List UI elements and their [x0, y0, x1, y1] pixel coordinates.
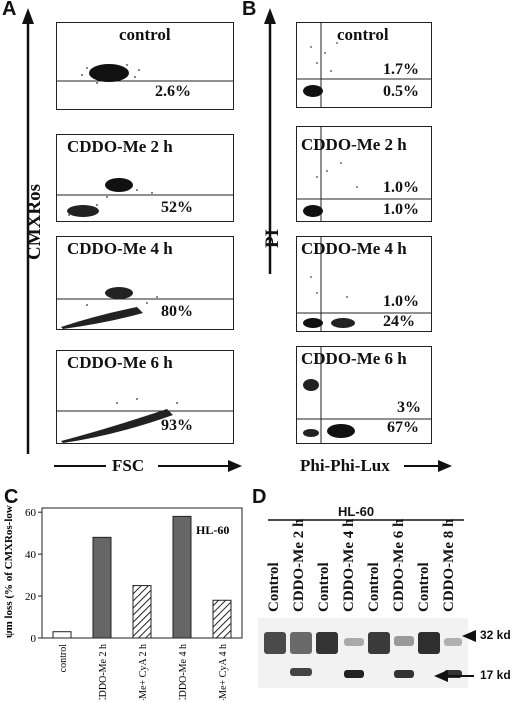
plot-percent: 2.6% — [155, 83, 191, 100]
arrow-17kd-icon — [434, 670, 474, 682]
panel-b-x-axis-label: Phi-Phi-Lux — [300, 456, 390, 475]
plot-lower-percent: 67% — [387, 419, 419, 436]
panel-b-plot-control-scatter — [297, 23, 431, 107]
plot-title: CDDO-Me 4 h — [67, 239, 173, 258]
panel-a-plot-6h: CDDO-Me 6 h 93% — [56, 350, 234, 444]
x-tick-label: CDDO-Me+ CyA 4 h — [218, 644, 229, 700]
chart-y-axis-label: ψm loss (% of CMXRos-low cells) — [3, 500, 15, 638]
plot-upper-percent: 1.7% — [383, 61, 419, 78]
panel-a-plot-control: control 2.6% — [56, 22, 234, 110]
panel-b-plot-6h-scatter — [297, 347, 431, 443]
panel-a-plot-4h-scatter — [57, 287, 233, 329]
plot-upper-percent: 3% — [397, 399, 421, 416]
plot-title: CDDO-Me 4 h — [301, 239, 407, 258]
bar — [92, 536, 112, 639]
bar — [132, 585, 152, 639]
plot-title: control — [337, 25, 389, 44]
panel-b-plot-4h: CDDO-Me 4 h 1.0% 24% — [296, 236, 432, 332]
plot-upper-percent: 1.0% — [383, 293, 419, 310]
panel-a-plot-control-scatter — [57, 64, 233, 84]
panel-a-x-axis-arrow — [54, 460, 242, 472]
plot-lower-percent: 0.5% — [383, 83, 419, 100]
panel-a-y-axis-arrow — [22, 8, 34, 454]
panel-letter-b: B — [242, 0, 257, 20]
panel-b-plot-control: control 1.7% 0.5% — [296, 22, 432, 108]
lane-label: Control — [416, 562, 432, 612]
lane-label: Control — [316, 562, 332, 612]
panel-letter-a: A — [2, 0, 17, 20]
plot-title: control — [119, 25, 171, 44]
plot-title: CDDO-Me 2 h — [67, 137, 173, 156]
panel-a-y-axis-label: CMXRos — [24, 184, 45, 260]
marker-32kd: 32 kd — [480, 628, 511, 642]
x-tick-label: CDDO-Me 4 h — [178, 644, 189, 700]
plot-title: CDDO-Me 2 h — [301, 135, 407, 154]
panel-letter-d: D — [252, 486, 267, 508]
plot-lower-percent: 1.0% — [383, 201, 419, 218]
panel-b-plot-6h: CDDO-Me 6 h 3% 67% — [296, 346, 432, 444]
x-tick-label: CDDO-Me 2 h — [98, 644, 109, 700]
bar — [52, 631, 72, 639]
blot-band-32kd-row — [264, 632, 462, 654]
arrow-32kd-icon — [462, 630, 476, 642]
y-tick-label: 60 — [25, 507, 37, 519]
bar — [212, 599, 232, 639]
panel-d-western-blot — [258, 618, 468, 688]
panel-a-plot-2h-scatter — [57, 178, 233, 217]
x-tick-label: CDDO-Me+ CyA 2 h — [138, 644, 149, 700]
bar — [172, 515, 192, 639]
panel-a-plot-2h: CDDO-Me 2 h 52% — [56, 134, 234, 222]
panel-b-y-axis-arrow — [264, 8, 276, 274]
panel-a-x-axis-label: FSC — [112, 456, 145, 475]
lane-label: CDDO-Me 8 h — [441, 518, 457, 612]
plot-upper-percent: 1.0% — [383, 179, 419, 196]
lane-label: Control — [266, 562, 282, 612]
panel-a-plot-6h-scatter — [57, 398, 233, 443]
panel-c-bar-chart: 0 20 40 60 control CDDO-Me 2 h CDDO-Me+ CyA 2… — [3, 500, 243, 700]
plot-lower-percent: 24% — [383, 313, 415, 330]
x-tick-label: control — [58, 644, 69, 673]
panel-b-plot-2h-scatter — [297, 127, 431, 221]
panel-b-y-axis-label: PI — [262, 229, 283, 248]
plot-percent: 80% — [161, 303, 193, 320]
panel-a-plot-4h: CDDO-Me 4 h 80% — [56, 236, 234, 330]
marker-17kd: 17 kd — [480, 668, 511, 682]
y-tick-label: 40 — [25, 549, 37, 561]
panel-b-plot-2h: CDDO-Me 2 h 1.0% 1.0% — [296, 126, 432, 222]
chart-cell-line-label: HL-60 — [196, 523, 229, 537]
panel-b-plot-4h-scatter — [297, 237, 431, 331]
panel-letter-c: C — [4, 486, 19, 508]
plot-title: CDDO-Me 6 h — [67, 353, 173, 372]
lane-label: CDDO-Me 6 h — [391, 518, 407, 612]
panel-d-cell-line: HL-60 — [338, 504, 375, 519]
plot-title: CDDO-Me 6 h — [301, 349, 407, 368]
plot-percent: 93% — [161, 417, 193, 434]
panel-b-x-axis-arrow — [404, 460, 452, 472]
lane-label: Control — [366, 562, 382, 612]
lane-label: CDDO-Me 4 h — [341, 518, 357, 612]
plot-percent: 52% — [161, 199, 193, 216]
panel-d-header-line — [268, 519, 464, 521]
y-tick-label: 0 — [31, 633, 37, 645]
lane-label: CDDO-Me 2 h — [291, 518, 307, 612]
y-tick-label: 20 — [25, 591, 37, 603]
